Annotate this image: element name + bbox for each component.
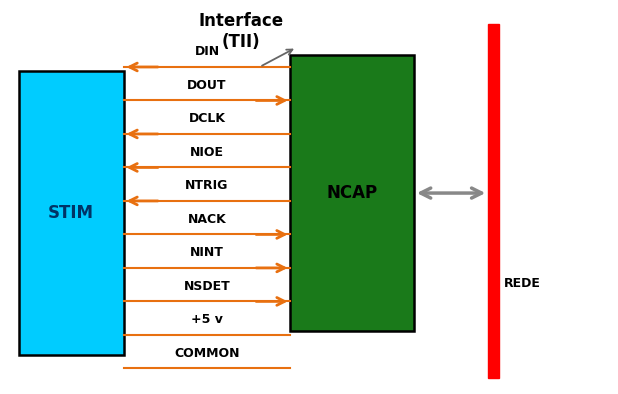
Text: NSDET: NSDET bbox=[184, 280, 231, 293]
Text: REDE: REDE bbox=[504, 277, 541, 290]
Text: DCLK: DCLK bbox=[188, 112, 226, 125]
Text: +5 v: +5 v bbox=[191, 313, 223, 326]
Text: Interface
(TII): Interface (TII) bbox=[198, 12, 284, 50]
Text: NINT: NINT bbox=[190, 246, 224, 259]
Bar bbox=[19, 71, 124, 355]
Text: NCAP: NCAP bbox=[327, 184, 378, 202]
Text: DIN: DIN bbox=[195, 45, 219, 58]
Text: COMMON: COMMON bbox=[174, 347, 240, 360]
Text: NIOE: NIOE bbox=[190, 146, 224, 159]
Bar bbox=[290, 55, 414, 331]
Text: NACK: NACK bbox=[188, 213, 226, 226]
Bar bbox=[488, 24, 499, 378]
Text: DOUT: DOUT bbox=[187, 79, 227, 92]
Text: NTRIG: NTRIG bbox=[185, 179, 229, 192]
Text: STIM: STIM bbox=[48, 204, 94, 222]
